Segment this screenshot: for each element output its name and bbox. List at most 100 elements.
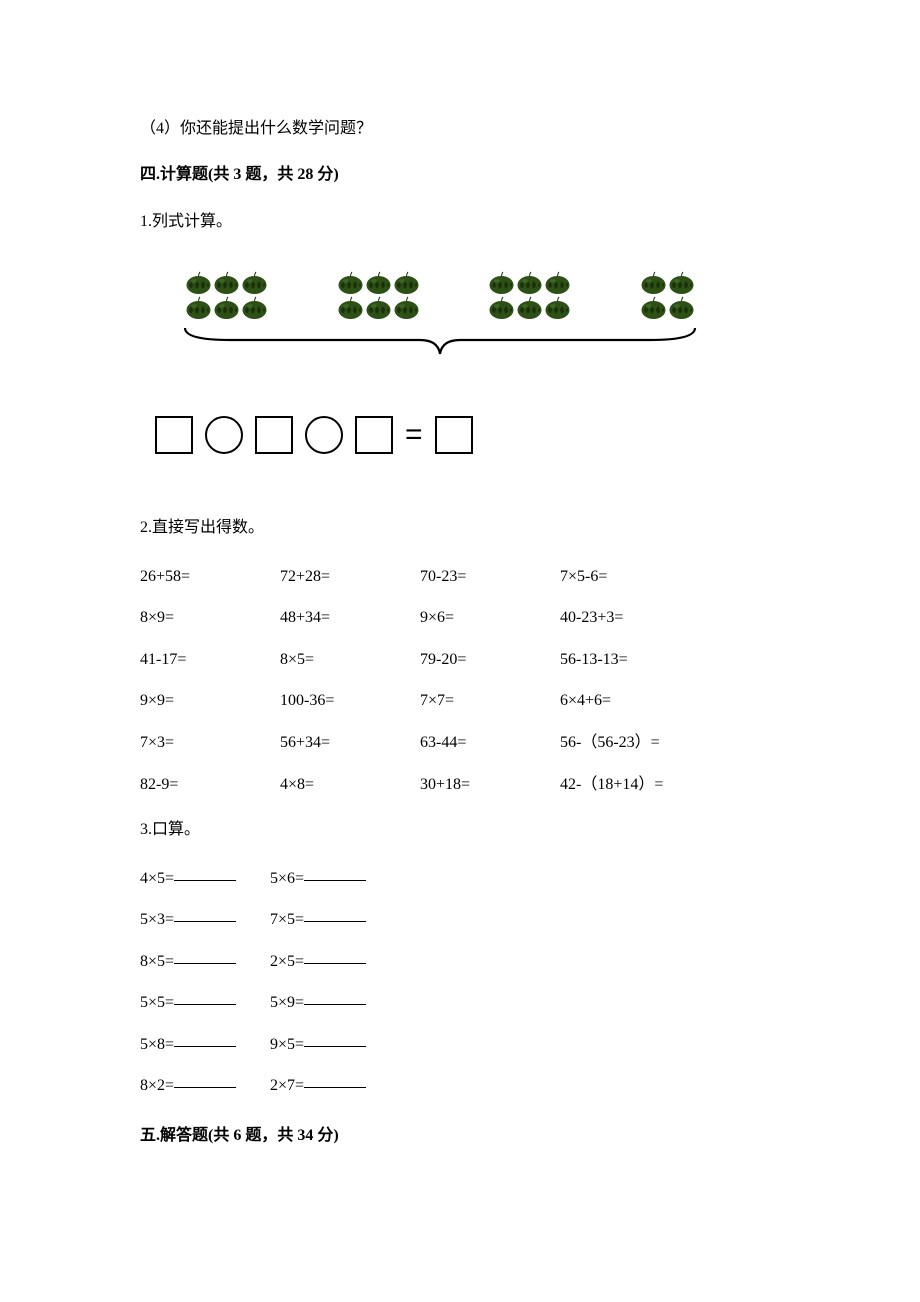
calc-cell: 63-44=: [420, 722, 560, 764]
watermelon-figure: [185, 271, 695, 371]
calc-cell: 8×5=: [280, 639, 420, 681]
watermelon-icon: [544, 271, 571, 295]
q1-label: 1.列式计算。: [140, 203, 780, 241]
calc-cell: 8×9=: [140, 597, 280, 639]
blank-cell: 8×5=: [140, 941, 270, 983]
calc-table: 26+58=72+28=70-23=7×5-6=8×9=48+34=9×6=40…: [140, 556, 780, 806]
calc-row: 41-17=8×5=79-20=56-13-13=: [140, 639, 780, 681]
answer-blank: [304, 880, 366, 881]
watermelon-icon: [640, 271, 667, 295]
calc-cell: 6×4+6=: [560, 680, 780, 722]
calc-cell: 40-23+3=: [560, 597, 780, 639]
answer-blank: [304, 1046, 366, 1047]
calc-cell: 56-13-13=: [560, 639, 780, 681]
blank-cell: 4×5=: [140, 858, 270, 900]
watermelon-icon: [668, 296, 695, 320]
square-placeholder: [255, 416, 293, 454]
calc-cell: 7×5-6=: [560, 556, 780, 598]
calc-row: 82-9=4×8=30+18=42-（18+14）=: [140, 764, 780, 806]
circle-placeholder: [305, 416, 343, 454]
watermelon-icon: [393, 271, 420, 295]
blank-row: 8×2=2×7=: [140, 1065, 780, 1107]
calc-row: 8×9=48+34=9×6=40-23+3=: [140, 597, 780, 639]
blank-cell: 7×5=: [270, 899, 400, 941]
watermelon-icon: [337, 296, 364, 320]
answer-blank: [174, 1004, 236, 1005]
blank-cell: 8×2=: [140, 1065, 270, 1107]
blank-row: 5×3=7×5=: [140, 899, 780, 941]
calc-cell: 79-20=: [420, 639, 560, 681]
watermelon-icon: [668, 271, 695, 295]
calc-cell: 4×8=: [280, 764, 420, 806]
blank-row: 4×5=5×6=: [140, 858, 780, 900]
watermelon-icon: [516, 271, 543, 295]
calc-row: 9×9=100-36=7×7=6×4+6=: [140, 680, 780, 722]
section-4-title: 四.计算题(共 3 题，共 28 分): [140, 156, 780, 194]
calc-cell: 7×7=: [420, 680, 560, 722]
blank-cell: 5×3=: [140, 899, 270, 941]
equation-shapes-row: =: [155, 416, 780, 454]
watermelon-group: [640, 271, 695, 320]
q2-label: 2.直接写出得数。: [140, 509, 780, 547]
watermelon-group: [185, 271, 268, 320]
watermelon-icon: [488, 271, 515, 295]
square-placeholder: [435, 416, 473, 454]
calc-cell: 9×6=: [420, 597, 560, 639]
watermelon-icon: [213, 296, 240, 320]
answer-blank: [304, 1087, 366, 1088]
calc-row: 7×3=56+34=63-44=56-（56-23）=: [140, 722, 780, 764]
calc-cell: 7×3=: [140, 722, 280, 764]
blank-row: 5×5=5×9=: [140, 982, 780, 1024]
blank-cell: 2×7=: [270, 1065, 400, 1107]
section-5-title: 五.解答题(共 6 题，共 34 分): [140, 1117, 780, 1155]
answer-blank: [174, 1046, 236, 1047]
watermelon-icon: [488, 296, 515, 320]
blank-cell: 5×5=: [140, 982, 270, 1024]
calc-cell: 56+34=: [280, 722, 420, 764]
watermelon-icon: [241, 296, 268, 320]
brace-icon: [180, 326, 700, 361]
watermelon-icon: [213, 271, 240, 295]
calc-cell: 26+58=: [140, 556, 280, 598]
calc-cell: 30+18=: [420, 764, 560, 806]
calc-cell: 42-（18+14）=: [560, 764, 780, 806]
worksheet-page: （4）你还能提出什么数学问题？ 四.计算题(共 3 题，共 28 分) 1.列式…: [0, 0, 920, 1223]
answer-blank: [174, 963, 236, 964]
blank-cell: 2×5=: [270, 941, 400, 983]
blank-cell: 9×5=: [270, 1024, 400, 1066]
circle-placeholder: [205, 416, 243, 454]
calc-row: 26+58=72+28=70-23=7×5-6=: [140, 556, 780, 598]
question-4-text: （4）你还能提出什么数学问题？: [140, 110, 780, 148]
calc-cell: 100-36=: [280, 680, 420, 722]
watermelon-icon: [365, 296, 392, 320]
watermelon-group: [488, 271, 571, 320]
calc-cell: 82-9=: [140, 764, 280, 806]
blank-row: 8×5=2×5=: [140, 941, 780, 983]
answer-blank: [174, 1087, 236, 1088]
watermelon-icon: [241, 271, 268, 295]
blank-cell: 5×9=: [270, 982, 400, 1024]
blank-cell: 5×6=: [270, 858, 400, 900]
watermelon-icon: [337, 271, 364, 295]
blank-cell: 5×8=: [140, 1024, 270, 1066]
square-placeholder: [155, 416, 193, 454]
square-placeholder: [355, 416, 393, 454]
blank-row: 5×8=9×5=: [140, 1024, 780, 1066]
q3-label: 3.口算。: [140, 811, 780, 849]
answer-blank: [304, 1004, 366, 1005]
watermelon-icon: [365, 271, 392, 295]
answer-blank: [174, 880, 236, 881]
watermelon-icon: [185, 296, 212, 320]
calc-cell: 41-17=: [140, 639, 280, 681]
calc-cell: 56-（56-23）=: [560, 722, 780, 764]
calc-cell: 48+34=: [280, 597, 420, 639]
blank-calc-table: 4×5=5×6=5×3=7×5=8×5=2×5=5×5=5×9=5×8=9×5=…: [140, 858, 780, 1108]
equals-sign: =: [405, 418, 423, 452]
answer-blank: [304, 921, 366, 922]
watermelon-icon: [185, 271, 212, 295]
answer-blank: [304, 963, 366, 964]
watermelon-icon: [544, 296, 571, 320]
calc-cell: 9×9=: [140, 680, 280, 722]
watermelon-icon: [516, 296, 543, 320]
watermelon-group: [337, 271, 420, 320]
